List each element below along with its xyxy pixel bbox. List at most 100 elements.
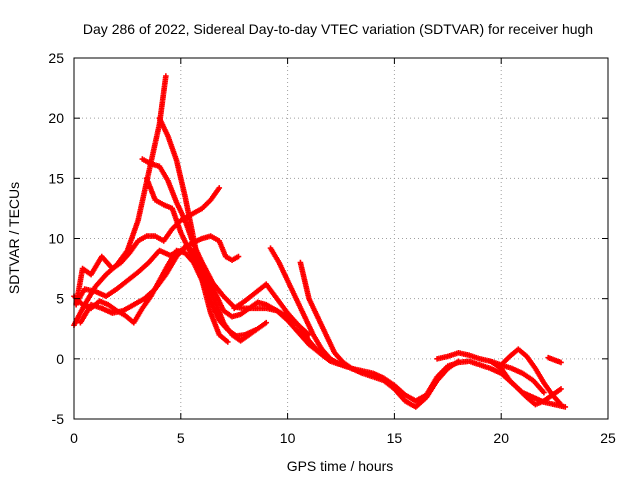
data-point	[316, 350, 323, 356]
data-point	[207, 233, 214, 239]
data-point	[92, 288, 99, 295]
data-point	[139, 156, 146, 162]
data-point	[246, 305, 252, 312]
data-point	[182, 217, 188, 224]
data-point	[263, 301, 270, 308]
data-point	[551, 401, 558, 408]
y-axis-title: SDTVAR / TECUs	[6, 182, 22, 294]
data-point	[178, 229, 184, 236]
data-point	[145, 259, 152, 266]
data-point	[310, 331, 317, 338]
data-point	[530, 377, 537, 384]
data-point	[220, 319, 227, 326]
data-point	[487, 358, 494, 365]
data-point	[551, 357, 558, 363]
x-axis-title: GPS time / hours	[287, 458, 394, 474]
data-point	[423, 392, 430, 398]
data-point	[126, 250, 133, 256]
data-point	[156, 163, 163, 170]
y-tick-label: -5	[52, 411, 65, 427]
data-point	[109, 265, 116, 272]
data-point	[515, 386, 522, 392]
data-point	[169, 205, 176, 212]
data-point	[224, 339, 231, 345]
data-point	[79, 265, 86, 272]
data-point	[402, 392, 408, 398]
data-point	[109, 310, 116, 316]
data-point	[274, 307, 280, 314]
data-point	[92, 283, 99, 290]
data-point	[562, 404, 569, 410]
series-track-10	[267, 245, 351, 369]
data-point	[242, 298, 248, 304]
data-point	[293, 295, 299, 302]
data-point	[88, 271, 94, 278]
data-point	[545, 354, 551, 361]
data-point	[156, 115, 163, 121]
data-point	[105, 301, 111, 308]
data-point	[182, 193, 188, 200]
data-point	[122, 312, 129, 319]
data-point	[173, 157, 180, 164]
data-point	[295, 329, 302, 336]
axes: 0 5 10 15 20 25 -5 0 5 10 15 20 25	[48, 50, 616, 446]
series-track-13	[434, 350, 564, 408]
data-point	[498, 362, 504, 368]
series-track-16	[545, 354, 564, 366]
data-point	[173, 247, 180, 254]
data-point	[118, 259, 124, 266]
data-point	[135, 269, 141, 275]
data-point	[477, 356, 483, 362]
data-point	[160, 202, 167, 208]
data-point	[199, 277, 205, 284]
data-point	[145, 169, 152, 176]
data-point	[466, 358, 472, 365]
x-tick-label: 20	[493, 430, 509, 446]
data-point	[252, 289, 259, 296]
data-point	[165, 133, 171, 140]
series-track-11	[297, 259, 462, 410]
series-track-15	[487, 358, 547, 396]
data-point	[165, 177, 171, 184]
data-point	[314, 313, 321, 320]
data-point	[98, 305, 105, 312]
y-tick-label: 5	[56, 291, 64, 307]
data-point	[297, 259, 304, 266]
data-point	[124, 277, 131, 284]
data-point	[96, 298, 103, 304]
data-point	[199, 235, 205, 242]
data-point	[77, 319, 84, 326]
data-point	[237, 337, 244, 344]
data-point	[348, 365, 355, 372]
data-point	[391, 382, 398, 389]
data-point	[143, 175, 150, 182]
data-point	[558, 386, 564, 392]
data-point	[336, 360, 342, 367]
data-point	[306, 295, 312, 302]
data-point	[274, 295, 280, 302]
x-tick-label: 0	[70, 430, 78, 446]
data-point	[487, 365, 494, 372]
data-point	[216, 185, 223, 191]
data-point	[284, 310, 291, 316]
data-point	[152, 233, 158, 239]
data-point	[370, 370, 376, 377]
series-track-12	[348, 358, 569, 410]
data-point	[359, 368, 366, 374]
data-point	[246, 331, 252, 338]
y-tick-label: 0	[56, 351, 64, 367]
data-point	[519, 370, 526, 377]
data-point	[445, 363, 451, 369]
y-tick-label: 25	[48, 50, 64, 66]
data-point	[216, 238, 223, 244]
data-point	[284, 277, 291, 284]
data-point	[199, 205, 205, 212]
data-point	[220, 293, 227, 300]
data-point	[220, 307, 227, 314]
x-tick-label: 25	[600, 430, 616, 446]
series-track-7	[143, 175, 334, 365]
data-point	[237, 311, 244, 318]
data-point	[235, 253, 242, 260]
data-point	[301, 313, 308, 320]
chart-title: Day 286 of 2022, Sidereal Day-to-day VTE…	[83, 21, 593, 37]
